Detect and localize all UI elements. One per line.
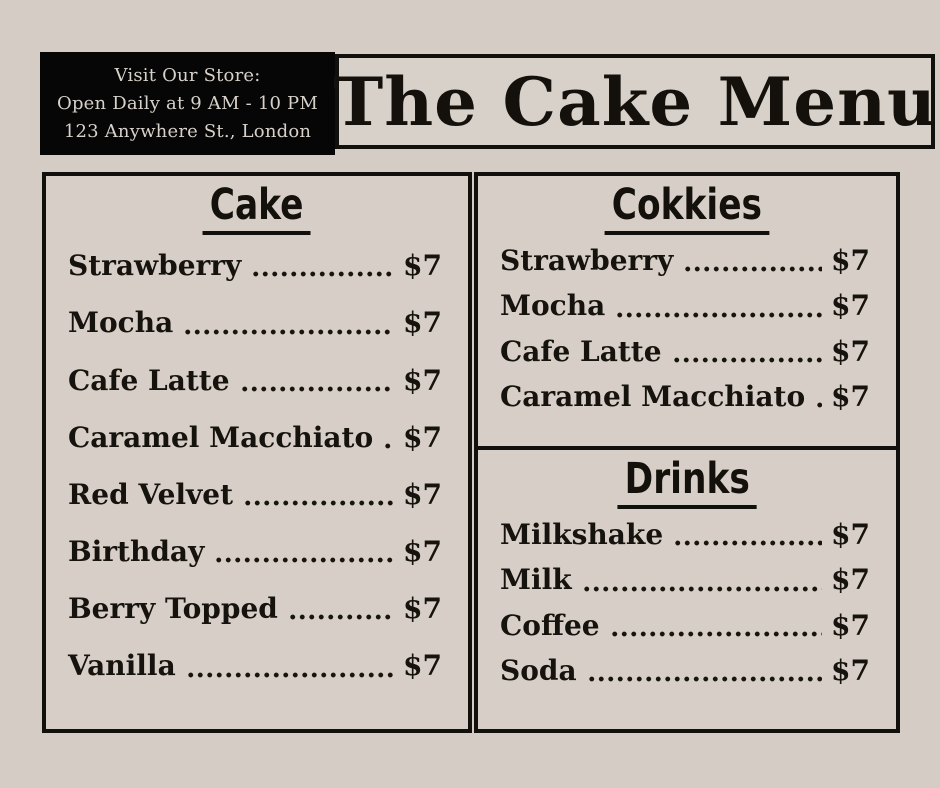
dot-leader bbox=[581, 564, 823, 597]
item-name: Caramel Macchiato bbox=[68, 420, 374, 454]
item-name: Cafe Latte bbox=[500, 334, 662, 368]
section-cake-items: Strawberry $7 Mocha $7 Cafe Latte $7 Car… bbox=[46, 235, 468, 683]
dot-leader bbox=[214, 536, 395, 569]
section-cake-panel: Cake Strawberry $7 Mocha $7 Cafe Latte $… bbox=[42, 172, 472, 733]
item-name: Vanilla bbox=[68, 649, 176, 683]
header-row: Visit Our Store: Open Daily at 9 AM - 10… bbox=[40, 52, 936, 155]
menu-item: Cafe Latte $7 bbox=[68, 363, 442, 397]
menu-item: Caramel Macchiato $7 bbox=[68, 420, 442, 454]
item-price: $7 bbox=[831, 289, 870, 323]
item-price: $7 bbox=[831, 334, 870, 368]
dot-leader bbox=[586, 654, 823, 687]
item-price: $7 bbox=[831, 379, 870, 413]
item-price: $7 bbox=[831, 518, 870, 552]
dot-leader bbox=[673, 519, 823, 552]
item-price: $7 bbox=[403, 535, 442, 569]
menu-item: Milkshake $7 bbox=[500, 518, 870, 552]
item-name: Strawberry bbox=[68, 249, 242, 283]
section-drinks-items: Milkshake $7 Milk $7 Coffee $7 bbox=[478, 509, 896, 687]
item-name: Coffee bbox=[500, 608, 600, 642]
section-drinks-title: Drinks bbox=[617, 456, 757, 510]
item-price: $7 bbox=[831, 653, 870, 687]
menu-item: Milk $7 bbox=[500, 563, 870, 597]
item-price: $7 bbox=[831, 244, 870, 278]
menu-item: Red Velvet $7 bbox=[68, 477, 442, 512]
section-cokkies-items: Strawberry $7 Mocha $7 Cafe Latte $7 bbox=[478, 235, 896, 413]
menu-item: Soda $7 bbox=[500, 653, 870, 687]
item-price: $7 bbox=[831, 608, 870, 642]
item-price: $7 bbox=[831, 563, 870, 597]
menu-item: Caramel Macchiato $7 bbox=[500, 379, 870, 413]
menu-item: Vanilla $7 bbox=[68, 649, 442, 683]
item-price: $7 bbox=[403, 306, 442, 340]
dot-leader bbox=[183, 307, 395, 340]
item-name: Mocha bbox=[68, 306, 174, 340]
item-name: Cafe Latte bbox=[68, 363, 230, 397]
title-box: The Cake Menu bbox=[333, 54, 938, 149]
dot-leader bbox=[239, 364, 395, 397]
item-name: Mocha bbox=[500, 289, 606, 323]
item-price: $7 bbox=[403, 649, 442, 683]
menu-item: Mocha $7 bbox=[500, 289, 870, 323]
menu-item: Berry Topped $7 bbox=[68, 592, 442, 626]
dot-leader bbox=[609, 609, 823, 642]
item-price: $7 bbox=[403, 592, 442, 626]
item-price: $7 bbox=[403, 249, 442, 283]
dot-leader bbox=[185, 650, 395, 683]
menu-item: Mocha $7 bbox=[68, 306, 442, 340]
store-info-box: Visit Our Store: Open Daily at 9 AM - 10… bbox=[40, 52, 335, 155]
dot-leader bbox=[287, 593, 395, 626]
menu-item: Coffee $7 bbox=[500, 608, 870, 642]
item-price: $7 bbox=[403, 420, 442, 454]
section-drinks-panel: Drinks Milkshake $7 Milk $7 Coffee bbox=[474, 446, 900, 733]
section-drinks-heading-wrap: Drinks bbox=[478, 456, 896, 510]
item-name: Birthday bbox=[68, 535, 205, 569]
store-info-line-3: 123 Anywhere St., London bbox=[63, 120, 312, 142]
item-name: Red Velvet bbox=[68, 477, 234, 511]
store-info-line-1: Visit Our Store: bbox=[114, 64, 261, 86]
item-name: Milk bbox=[500, 563, 572, 597]
item-name: Milkshake bbox=[500, 518, 664, 552]
menu-body: Cake Strawberry $7 Mocha $7 Cafe Latte $… bbox=[42, 172, 900, 733]
section-cokkies-title: Cokkies bbox=[604, 182, 770, 236]
right-column: Cokkies Strawberry $7 Mocha $7 Cafe Latt… bbox=[474, 172, 900, 733]
dot-leader bbox=[615, 290, 823, 323]
dot-leader bbox=[383, 421, 395, 454]
item-name: Strawberry bbox=[500, 244, 674, 278]
section-cokkies-panel: Cokkies Strawberry $7 Mocha $7 Cafe Latt… bbox=[474, 172, 900, 450]
store-info-line-2: Open Daily at 9 AM - 10 PM bbox=[57, 92, 318, 114]
dot-leader bbox=[251, 250, 395, 283]
menu-item: Cafe Latte $7 bbox=[500, 334, 870, 368]
item-price: $7 bbox=[403, 477, 442, 511]
menu-item: Strawberry $7 bbox=[68, 249, 442, 283]
dot-leader bbox=[683, 245, 823, 278]
item-price: $7 bbox=[403, 363, 442, 397]
item-name: Soda bbox=[500, 653, 577, 687]
section-cake-title: Cake bbox=[202, 182, 312, 236]
menu-item: Birthday $7 bbox=[68, 535, 442, 569]
page-title: The Cake Menu bbox=[333, 62, 938, 141]
section-cokkies-heading-wrap: Cokkies bbox=[478, 182, 896, 236]
dot-leader bbox=[243, 478, 395, 512]
menu-item: Strawberry $7 bbox=[500, 244, 870, 278]
dot-leader bbox=[815, 380, 823, 413]
item-name: Caramel Macchiato bbox=[500, 379, 806, 413]
item-name: Berry Topped bbox=[68, 592, 278, 626]
dot-leader bbox=[671, 335, 823, 368]
section-cake-heading-wrap: Cake bbox=[46, 182, 468, 236]
